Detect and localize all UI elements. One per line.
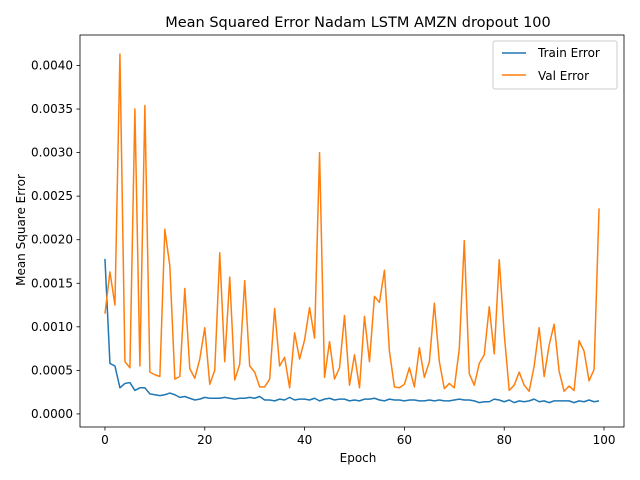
- y-tick-label: 0.0025: [31, 189, 73, 203]
- x-tick-label: 40: [297, 433, 312, 447]
- x-tick-label: 80: [497, 433, 512, 447]
- y-tick-label: 0.0015: [31, 276, 73, 290]
- y-tick-label: 0.0040: [31, 58, 73, 72]
- y-tick-label: 0.0010: [31, 320, 73, 334]
- y-tick-label: 0.0020: [31, 233, 73, 247]
- series-line-val-error: [104, 53, 600, 393]
- y-tick-label: 0.0000: [31, 407, 73, 421]
- y-axis-title: Mean Square Error: [14, 174, 28, 286]
- legend: Train Error Val Error: [492, 40, 618, 90]
- x-axis-title: Epoch: [340, 451, 377, 465]
- y-tick-label: 0.0005: [31, 363, 73, 377]
- y-tick-label: 0.0035: [31, 102, 73, 116]
- legend-label-val: Val Error: [538, 69, 589, 83]
- x-tick-label: 100: [593, 433, 616, 447]
- x-tick-label: 0: [101, 433, 109, 447]
- y-tick-label: 0.0030: [31, 146, 73, 160]
- x-tick-label: 20: [197, 433, 212, 447]
- series-line-train-error: [104, 258, 600, 404]
- plot-area: [104, 53, 600, 404]
- axes-frame: [79, 34, 625, 428]
- legend-label-train: Train Error: [537, 46, 600, 60]
- x-tick-label: 60: [397, 433, 412, 447]
- chart-title: Mean Squared Error Nadam LSTM AMZN dropo…: [165, 15, 551, 31]
